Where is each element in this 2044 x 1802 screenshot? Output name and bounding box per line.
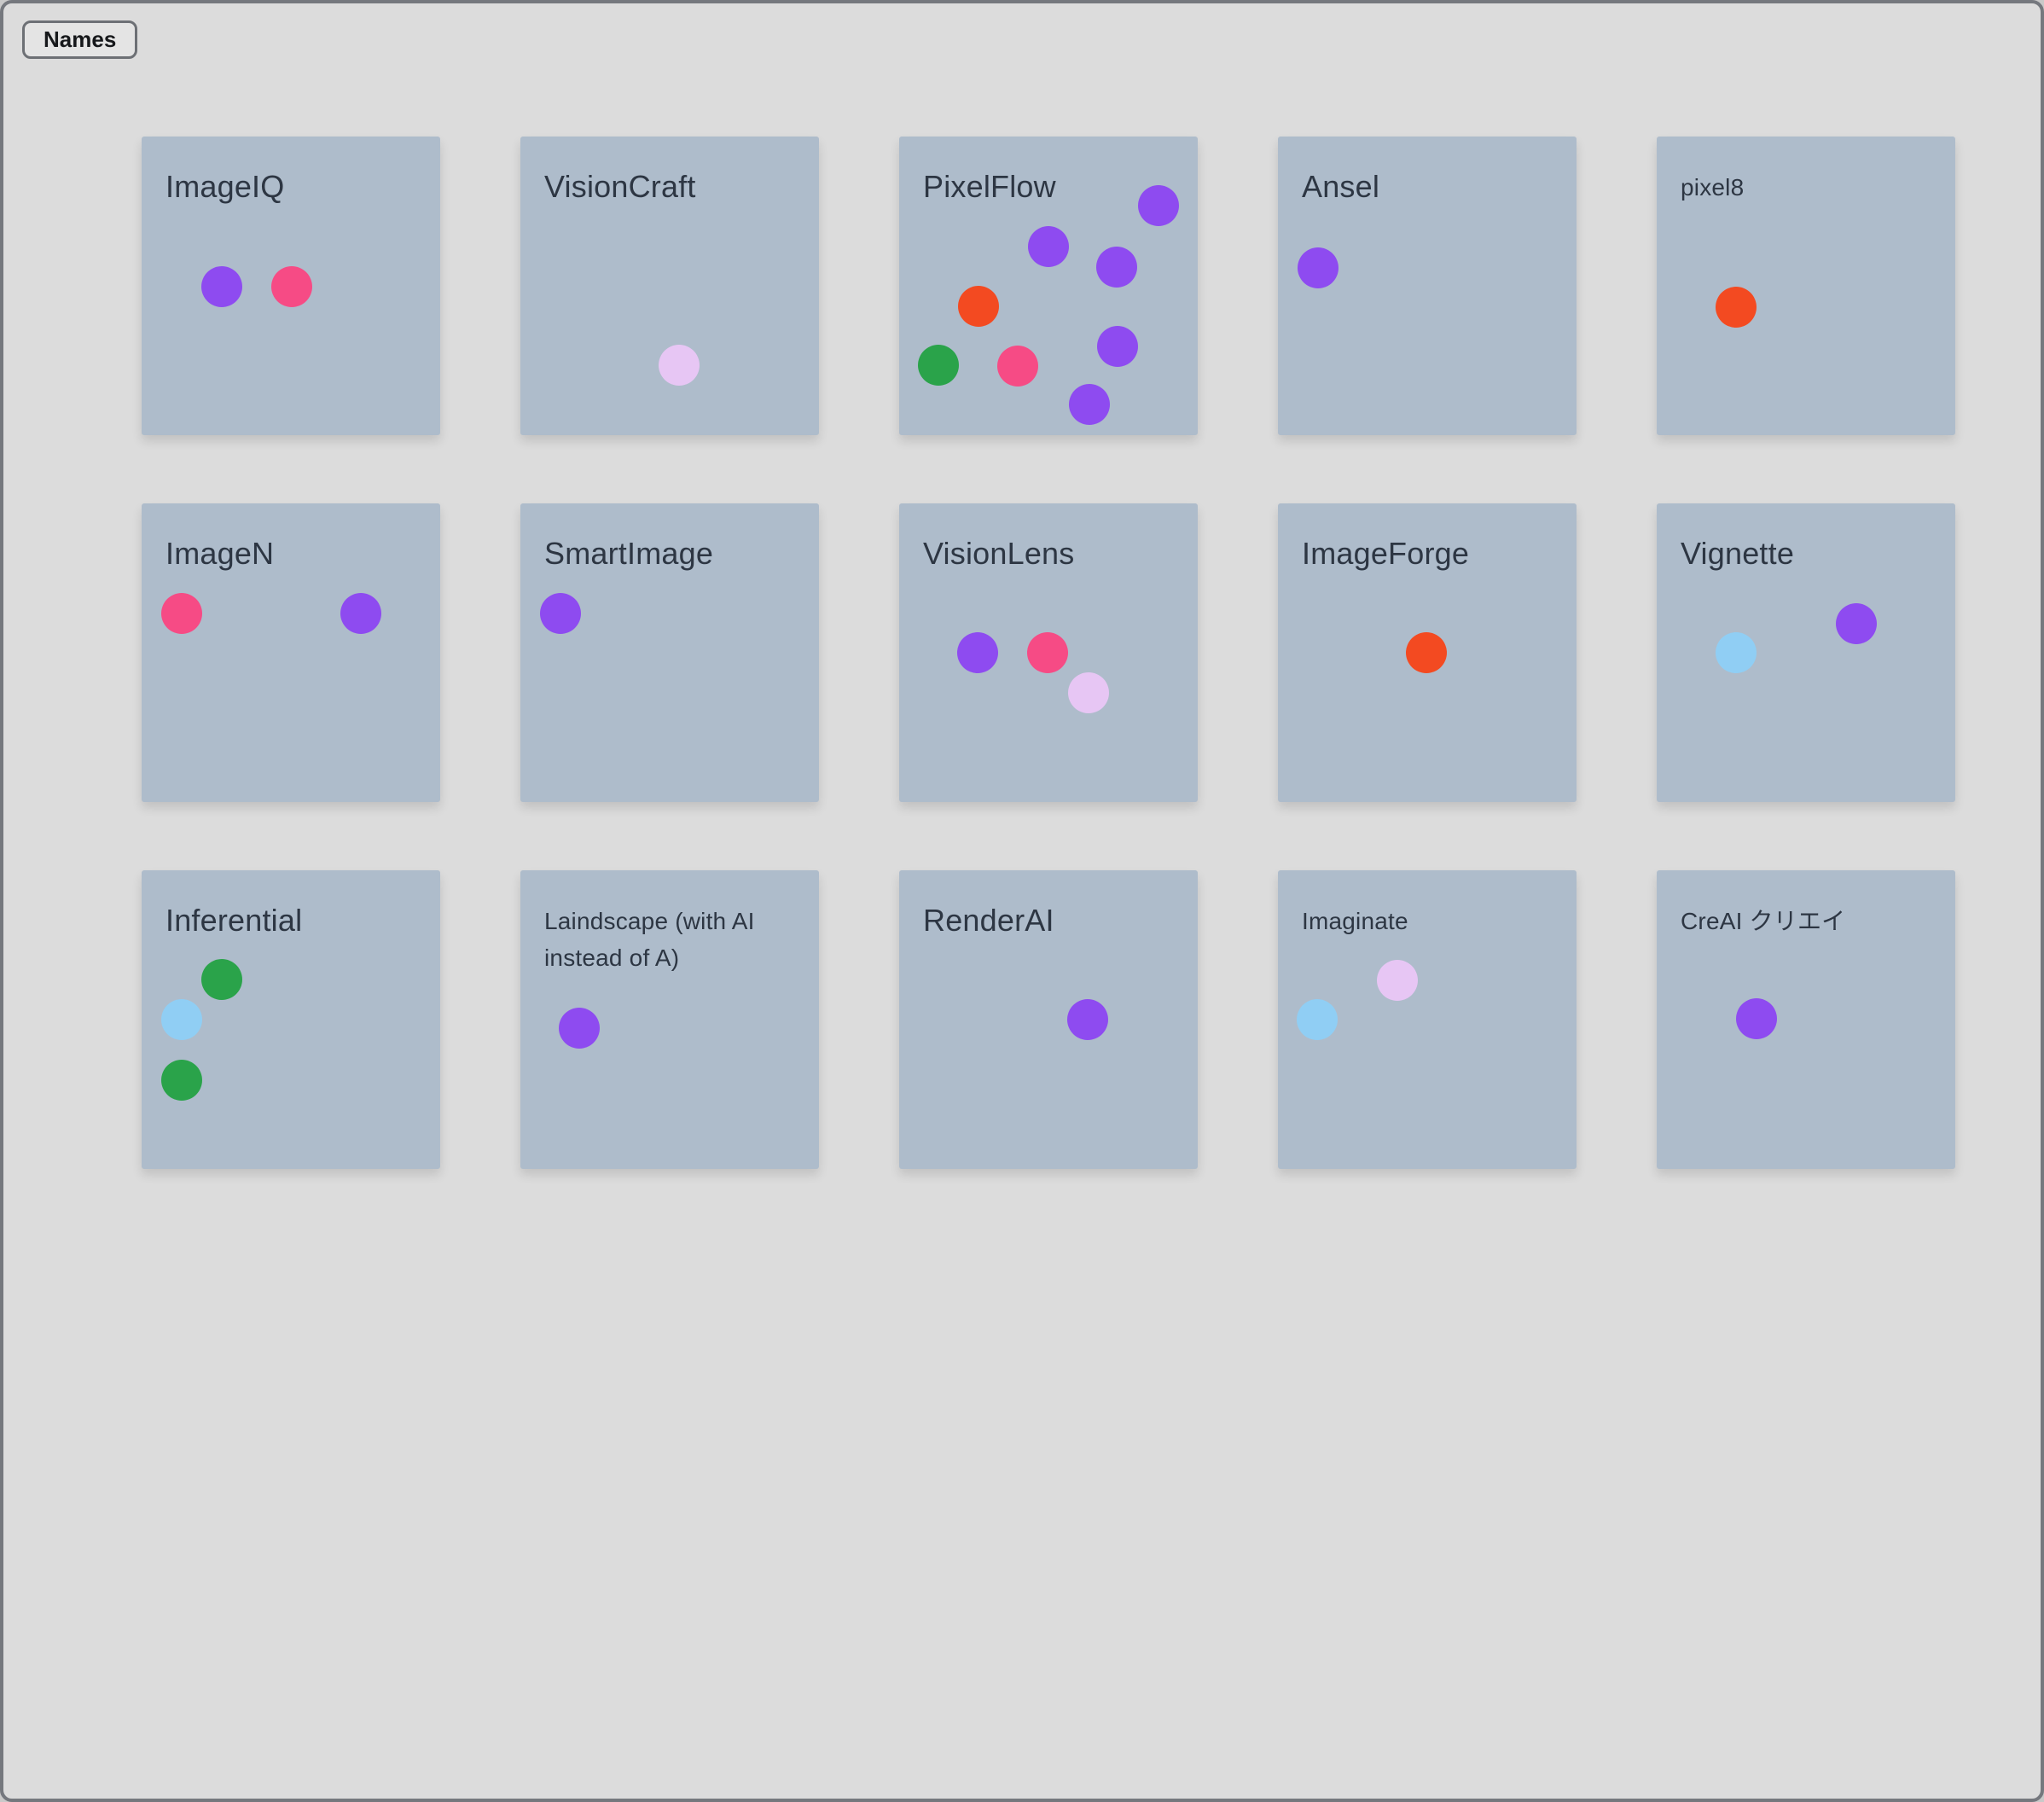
- purple-dot: [1097, 326, 1138, 367]
- card-title: Ansel: [1302, 169, 1380, 204]
- pink-dot: [161, 593, 202, 634]
- plum-dot: [659, 345, 700, 386]
- purple-dot: [1067, 999, 1108, 1040]
- purple-dot: [1069, 384, 1110, 425]
- green-dot: [161, 1060, 202, 1101]
- purple-dot: [957, 632, 998, 673]
- card-title: Laindscape (with AI instead of A): [544, 908, 755, 972]
- plum-dot: [1377, 960, 1418, 1001]
- purple-dot: [1736, 998, 1777, 1039]
- purple-dot: [540, 593, 581, 634]
- pink-dot: [271, 266, 312, 307]
- purple-dot: [201, 266, 242, 307]
- names-button[interactable]: Names: [22, 20, 138, 59]
- app-card[interactable]: RenderAI: [899, 870, 1198, 1169]
- card-title: RenderAI: [923, 903, 1054, 938]
- app-card[interactable]: VisionLens: [899, 503, 1198, 802]
- card-title: ImageIQ: [165, 169, 285, 204]
- purple-dot: [559, 1008, 600, 1049]
- plum-dot: [1068, 672, 1109, 713]
- card-title: CreAI クリエイ: [1681, 908, 1846, 934]
- app-card[interactable]: ImageIQ: [142, 137, 440, 435]
- orange-dot: [958, 286, 999, 327]
- purple-dot: [1138, 185, 1179, 226]
- card-title: VisionCraft: [544, 169, 696, 204]
- purple-dot: [340, 593, 381, 634]
- app-card[interactable]: Laindscape (with AI instead of A): [520, 870, 819, 1169]
- sky-dot: [1716, 632, 1757, 673]
- card-title: Vignette: [1681, 536, 1795, 571]
- orange-dot: [1716, 287, 1757, 328]
- app-card[interactable]: CreAI クリエイ: [1657, 870, 1955, 1169]
- card-title: Inferential: [165, 903, 303, 938]
- app-card[interactable]: ImageForge: [1278, 503, 1577, 802]
- app-card[interactable]: Vignette: [1657, 503, 1955, 802]
- card-title: ImageForge: [1302, 536, 1470, 571]
- sky-dot: [161, 999, 202, 1040]
- card-title: PixelFlow: [923, 169, 1056, 204]
- green-dot: [918, 345, 959, 386]
- card-title: SmartImage: [544, 536, 714, 571]
- app-card[interactable]: Inferential: [142, 870, 440, 1169]
- app-card[interactable]: ImageN: [142, 503, 440, 802]
- purple-dot: [1096, 247, 1137, 288]
- app-card[interactable]: pixel8: [1657, 137, 1955, 435]
- app-card[interactable]: Imaginate: [1278, 870, 1577, 1169]
- app-card[interactable]: SmartImage: [520, 503, 819, 802]
- purple-dot: [1028, 226, 1069, 267]
- pink-dot: [1027, 632, 1068, 673]
- card-grid: ImageIQ VisionCraft PixelFlow Ansel pixel8 Im…: [3, 3, 2041, 1169]
- purple-dot: [1298, 247, 1338, 288]
- green-dot: [201, 959, 242, 1000]
- card-title: Imaginate: [1302, 908, 1408, 934]
- orange-dot: [1406, 632, 1447, 673]
- card-title: VisionLens: [923, 536, 1075, 571]
- app-card[interactable]: VisionCraft: [520, 137, 819, 435]
- pink-dot: [997, 346, 1038, 387]
- app-card[interactable]: PixelFlow: [899, 137, 1198, 435]
- sky-dot: [1297, 999, 1338, 1040]
- app-card[interactable]: Ansel: [1278, 137, 1577, 435]
- card-title: ImageN: [165, 536, 275, 571]
- card-title: pixel8: [1681, 174, 1745, 201]
- purple-dot: [1836, 603, 1877, 644]
